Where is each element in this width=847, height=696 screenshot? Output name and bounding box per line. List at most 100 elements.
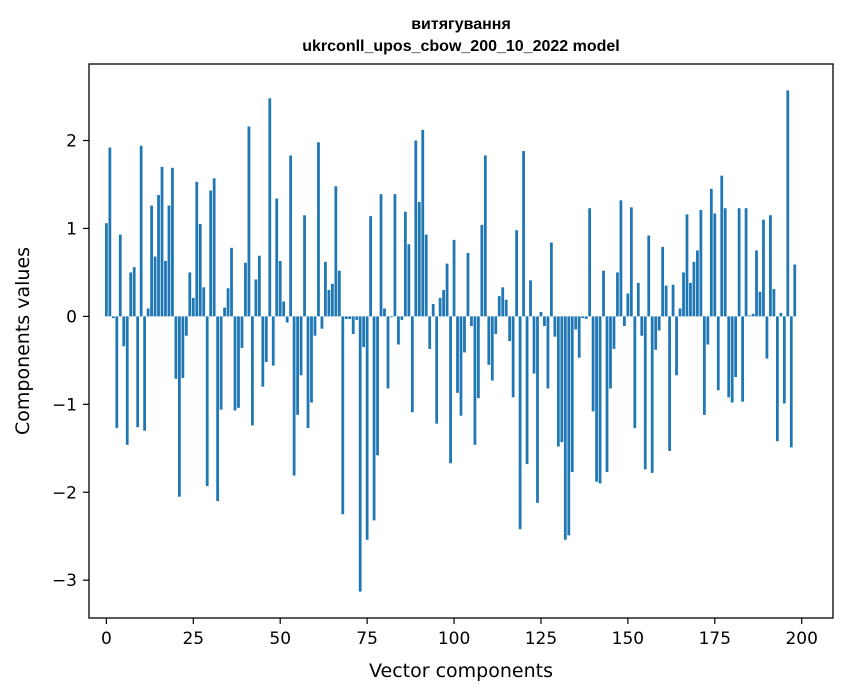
bar-component-95	[435, 316, 439, 424]
bar-component-146	[612, 316, 616, 349]
bar-component-157	[650, 316, 654, 473]
bar-component-82	[390, 316, 393, 318]
bar-component-79	[379, 194, 383, 317]
bar-component-161	[664, 285, 668, 317]
bar-component-30	[209, 190, 213, 317]
y-tick-label: −3	[52, 571, 77, 591]
bar-component-72	[355, 316, 359, 320]
bar-component-191	[769, 215, 772, 317]
chart-title: витягування	[411, 16, 511, 33]
bar-component-85	[400, 316, 404, 320]
x-tick-label: 25	[182, 629, 204, 649]
y-tick-label: −2	[52, 483, 77, 503]
bar-component-178	[723, 208, 727, 317]
bar-component-100	[452, 239, 456, 317]
bar-component-132	[563, 316, 567, 540]
bar-component-11	[143, 316, 147, 431]
bar-component-166	[682, 272, 685, 317]
bar-component-103	[463, 316, 466, 353]
bar-component-155	[643, 316, 647, 470]
bar-component-110	[487, 316, 491, 365]
bar-component-61	[317, 142, 320, 317]
bar-component-114	[501, 287, 505, 317]
bar-component-171	[699, 209, 703, 317]
x-tick-label: 0	[101, 629, 112, 649]
bar-component-198	[793, 264, 797, 317]
bar-component-62	[320, 316, 324, 329]
bar-component-101	[456, 316, 459, 393]
bar-component-46	[264, 316, 268, 363]
bar-component-119	[518, 316, 522, 530]
bar-component-17	[164, 260, 167, 317]
bar-component-184	[744, 208, 748, 317]
bar-component-63	[324, 261, 327, 317]
bar-component-48	[271, 316, 275, 366]
bar-component-138	[584, 316, 588, 320]
bar-component-76	[369, 216, 372, 317]
bar-component-193	[775, 316, 779, 442]
bar-component-24	[188, 272, 192, 317]
bar-component-1	[108, 147, 112, 317]
y-tick-label: −1	[52, 395, 77, 415]
bar-component-6	[125, 316, 129, 445]
bar-component-5	[122, 316, 126, 347]
bar-component-118	[515, 230, 519, 317]
bar-component-162	[668, 316, 671, 451]
bar-component-99	[449, 316, 452, 464]
bar-component-147	[616, 272, 619, 317]
bar-component-10	[139, 145, 143, 317]
bar-component-113	[497, 296, 501, 317]
bar-component-140	[591, 316, 595, 412]
bar-component-116	[508, 316, 512, 341]
bar-component-67	[337, 270, 341, 317]
bar-component-89	[414, 140, 418, 317]
bar-component-35	[226, 288, 230, 317]
bar-component-142	[598, 316, 602, 484]
bar-component-165	[678, 308, 682, 317]
x-tick-label: 75	[356, 629, 378, 649]
bar-component-120	[522, 151, 525, 317]
bar-component-105	[470, 316, 473, 327]
x-tick-label: 200	[785, 629, 817, 649]
bar-component-187	[755, 250, 758, 317]
bar-component-4	[118, 234, 122, 317]
bar-component-13	[150, 205, 153, 317]
y-axis-ticks: −3 −2 −1 0 1 2	[52, 132, 89, 591]
bar-component-27	[198, 224, 202, 317]
bar-component-98	[445, 263, 449, 317]
bar-component-88	[410, 316, 414, 413]
bar-component-91	[421, 129, 425, 317]
x-tick-label: 100	[438, 629, 470, 649]
bar-component-50	[278, 260, 282, 317]
bar-component-141	[595, 316, 598, 482]
bar-component-152	[633, 316, 637, 429]
bar-component-45	[261, 316, 265, 387]
bar-component-23	[184, 316, 188, 336]
bar-component-163	[671, 284, 675, 317]
bar-component-86	[403, 211, 407, 317]
bar-component-180	[730, 316, 734, 403]
bar-component-83	[393, 194, 397, 317]
bar-component-149	[623, 316, 626, 327]
bar-component-128	[550, 242, 553, 317]
bar-component-29	[205, 316, 209, 487]
bar-component-51	[282, 301, 286, 317]
bar-component-32	[216, 316, 220, 502]
bar-component-8	[132, 267, 136, 317]
bar-component-148	[619, 200, 623, 317]
bar-component-90	[417, 202, 421, 317]
bar-component-144	[605, 316, 609, 473]
bar-component-96	[438, 297, 442, 317]
bar-component-9	[136, 316, 140, 428]
bar-component-104	[466, 253, 470, 317]
x-tick-label: 125	[525, 629, 557, 649]
bar-component-15	[157, 195, 160, 317]
bar-component-92	[424, 234, 428, 317]
bar-component-54	[292, 316, 296, 476]
bar-component-65	[330, 283, 334, 317]
bar-component-143	[602, 270, 605, 317]
bar-component-58	[306, 316, 310, 429]
bar-component-181	[734, 316, 738, 378]
bar-component-175	[713, 213, 717, 317]
